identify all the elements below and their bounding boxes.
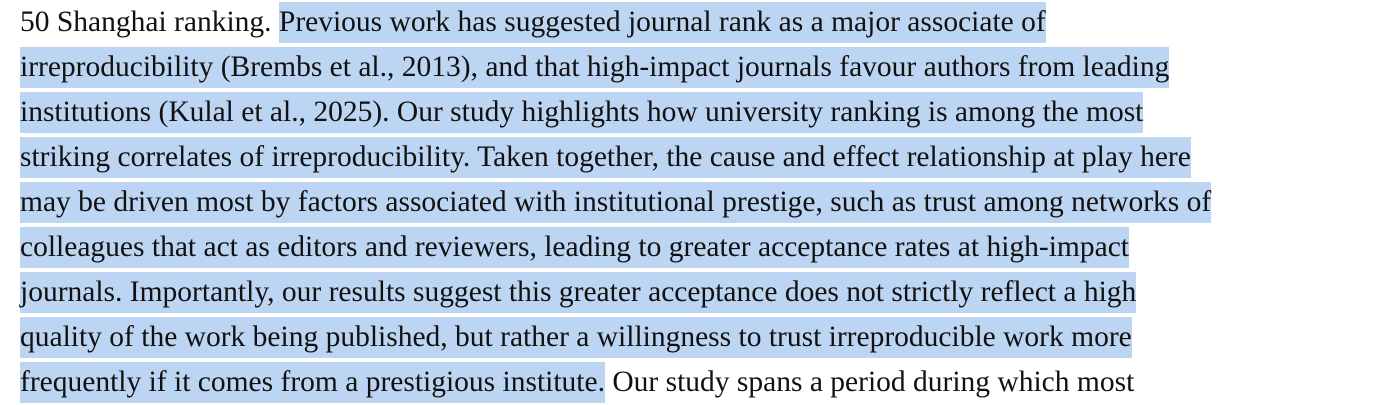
selected-text[interactable]: may be driven most by factors associated…: [20, 182, 1212, 223]
text-line[interactable]: frequently if it comes from a prestigiou…: [20, 360, 1400, 405]
selected-text[interactable]: colleagues that act as editors and revie…: [20, 227, 1130, 268]
text-line[interactable]: 50 Shanghai ranking. Previous work has s…: [20, 0, 1400, 45]
selected-text[interactable]: quality of the work being published, but…: [20, 317, 1132, 358]
text-line[interactable]: colleagues that act as editors and revie…: [20, 225, 1400, 270]
selected-text[interactable]: irreproducibility (Brembs et al., 2013),…: [20, 47, 1170, 88]
selected-text[interactable]: journals. Importantly, our results sugge…: [20, 272, 1137, 313]
text-line[interactable]: irreproducibility (Brembs et al., 2013),…: [20, 45, 1400, 90]
selected-text[interactable]: Previous work has suggested journal rank…: [278, 2, 1046, 43]
selected-text[interactable]: striking correlates of irreproducibility…: [20, 137, 1191, 178]
selected-text[interactable]: institutions (Kulal et al., 2025). Our s…: [20, 92, 1144, 133]
text-line[interactable]: journals. Importantly, our results sugge…: [20, 270, 1400, 315]
text-line[interactable]: striking correlates of irreproducibility…: [20, 135, 1400, 180]
text-line[interactable]: institutions (Kulal et al., 2025). Our s…: [20, 90, 1400, 135]
line-text-before[interactable]: 50 Shanghai ranking.: [20, 6, 279, 38]
text-line[interactable]: quality of the work being published, but…: [20, 315, 1400, 360]
paragraph[interactable]: 50 Shanghai ranking. Previous work has s…: [20, 0, 1400, 405]
selected-text[interactable]: frequently if it comes from a prestigiou…: [20, 362, 605, 403]
text-line[interactable]: may be driven most by factors associated…: [20, 180, 1400, 225]
line-text-after[interactable]: Our study spans a period during which mo…: [604, 366, 1135, 398]
